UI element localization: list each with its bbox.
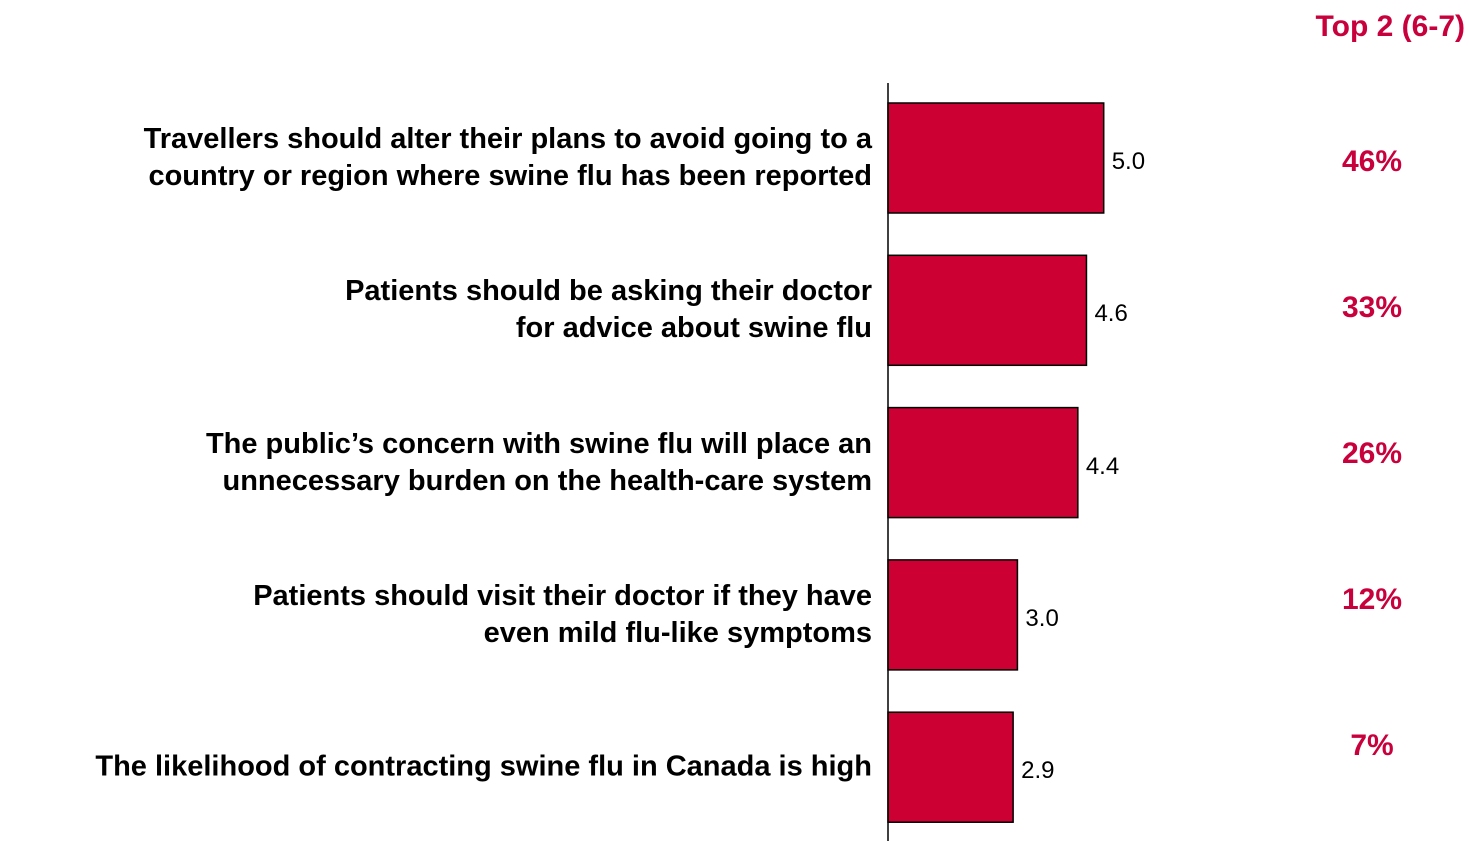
value-label: 2.9 (1021, 757, 1055, 785)
category-label: Travellers should alter their plans to a… (143, 123, 872, 192)
value-label: 3.0 (1025, 604, 1059, 632)
category-label: Patients should visit their doctor if th… (253, 579, 872, 649)
bar (887, 559, 1019, 671)
category-label: The likelihood of contracting swine flu … (95, 750, 872, 783)
bar (887, 711, 1014, 823)
top2-value: 46% (1341, 145, 1403, 178)
bar (887, 406, 1079, 519)
top2-value: 7% (1350, 729, 1394, 762)
value-label: 4.6 (1094, 300, 1128, 328)
value-label: 4.4 (1085, 452, 1120, 480)
top2-value: 26% (1341, 437, 1403, 470)
category-label: The public’s concern with swine flu will… (205, 427, 872, 497)
category-label: Patients should be asking their doctor f… (345, 275, 872, 345)
top2-value: 12% (1341, 583, 1403, 616)
top2-value: 33% (1341, 291, 1403, 324)
top2-title: Top 2 (6-7) (1315, 10, 1465, 43)
bar (887, 102, 1105, 214)
value-label: 5.0 (1111, 148, 1146, 175)
bar (887, 254, 1088, 367)
